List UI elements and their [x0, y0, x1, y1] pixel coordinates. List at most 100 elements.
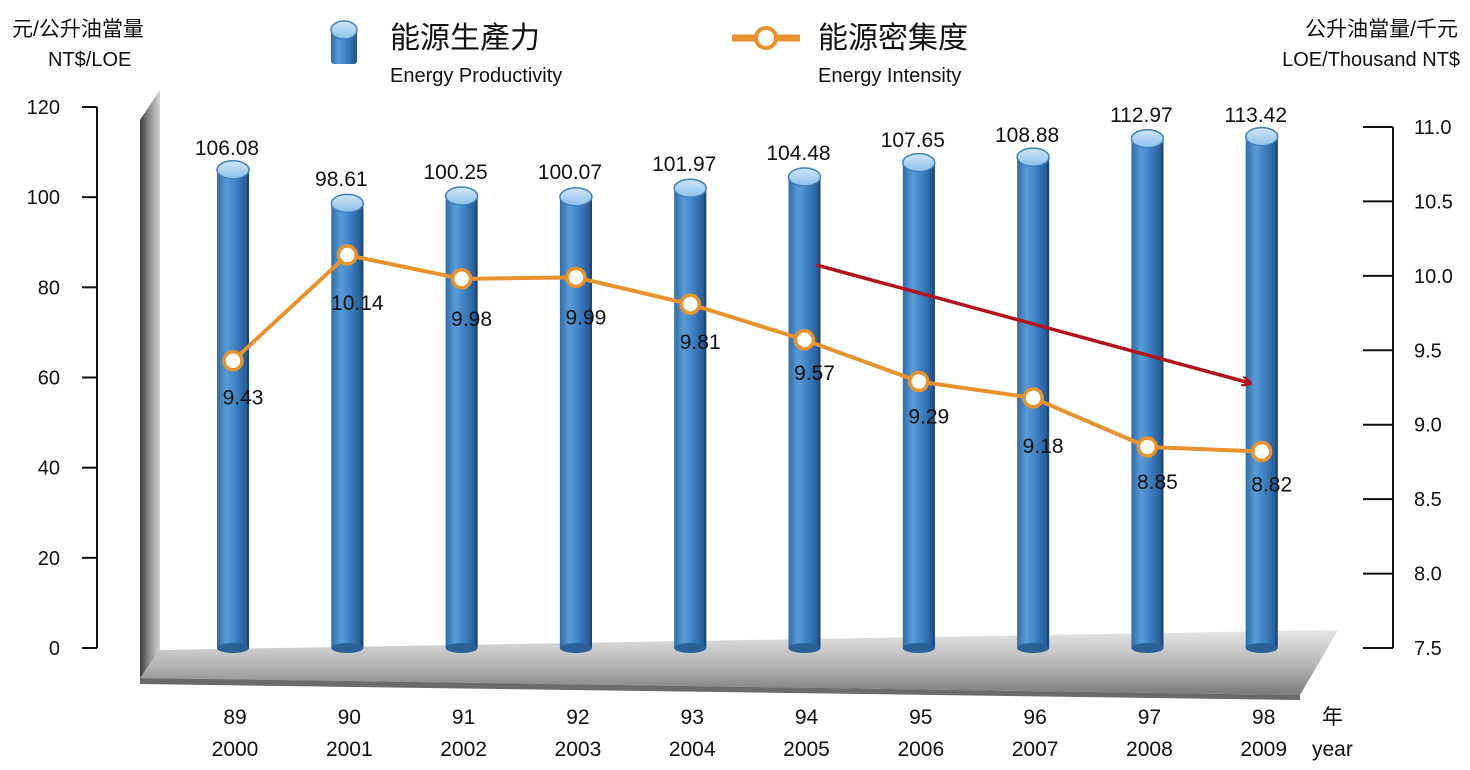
x-label-ad: 2000: [212, 738, 259, 761]
line-value-label: 9.57: [794, 362, 835, 385]
line-point: [1022, 387, 1044, 409]
left-tick-label: 100: [27, 187, 60, 209]
line-value-label: 9.81: [680, 331, 721, 354]
x-unit-en: year: [1312, 738, 1353, 761]
left-tick-label: 40: [38, 458, 60, 480]
bar-value-label: 100.07: [538, 161, 602, 184]
x-label-roc: 94: [795, 706, 819, 729]
left-tick-label: 120: [27, 97, 60, 119]
left-tick-label: 60: [38, 368, 60, 390]
line-value-label: 9.43: [223, 387, 264, 410]
bar-value-label: 108.88: [995, 124, 1059, 147]
bar: [1244, 126, 1279, 653]
right-tick-label: 8.5: [1414, 489, 1442, 511]
x-label-roc: 90: [338, 706, 361, 729]
right-axis-title-en: LOE/Thousand NT$: [1282, 49, 1460, 71]
x-unit-zh: 年: [1322, 706, 1343, 729]
bar-value-label: 106.08: [195, 137, 259, 160]
x-label-ad: 2002: [440, 738, 487, 761]
right-tick-label: 9.5: [1414, 340, 1442, 362]
line-point: [1250, 440, 1273, 463]
trend-arrow: [816, 263, 1250, 383]
line-value-label: 9.99: [565, 306, 606, 329]
x-label-ad: 2009: [1240, 738, 1287, 761]
legend-line-label-zh: 能源密集度: [818, 22, 968, 55]
x-label-roc: 92: [566, 706, 589, 729]
x-label-ad: 2006: [897, 738, 944, 761]
line-value-label: 9.98: [451, 308, 492, 331]
line-point: [222, 349, 244, 372]
x-label-ad: 2008: [1126, 738, 1173, 761]
bar: [559, 187, 593, 653]
line-value-label: 8.85: [1137, 471, 1178, 494]
line-point: [336, 244, 359, 266]
line-value-label: 9.18: [1023, 435, 1064, 458]
x-label-roc: 98: [1252, 706, 1275, 729]
right-axis-title-zh: 公升油當量/千元: [1305, 18, 1458, 41]
x-label-ad: 2005: [783, 738, 830, 761]
left-axis-title-zh: 元/公升油當量: [12, 18, 144, 41]
trend-arrow-group: [816, 263, 1250, 383]
bar: [673, 178, 707, 653]
line-point: [793, 329, 816, 351]
line-value-label: 9.29: [908, 406, 949, 429]
legend-bar-label-en: Energy Productivity: [390, 65, 562, 87]
bar-series: [216, 126, 1279, 653]
right-axis-ticks: 7.5 8.0 8.5 9.0 9.5 10.0 10.5 11.0: [1363, 117, 1453, 660]
floor-edge: [140, 678, 1300, 700]
bar-value-label: 100.25: [423, 161, 487, 184]
x-label-ad: 2007: [1012, 738, 1059, 761]
right-tick-label: 7.5: [1414, 638, 1442, 660]
legend-line-label-en: Energy Intensity: [818, 65, 961, 87]
left-axis-title-en: NT$/LOE: [48, 49, 131, 71]
bar-value-label: 104.48: [766, 142, 830, 165]
line-point: [450, 268, 473, 290]
x-axis-labels: 89 2000 90 2001 91 2002 92 2003 93 2004 94 2005 95 20…: [212, 706, 1287, 761]
bar: [787, 167, 822, 653]
bar: [444, 186, 479, 653]
x-label-roc: 95: [909, 706, 932, 729]
bar: [902, 152, 936, 653]
left-tick-label: 20: [38, 548, 60, 570]
legend-bar-label-zh: 能源生產力: [390, 22, 540, 55]
line-point: [565, 266, 587, 289]
right-tick-label: 10.0: [1414, 266, 1453, 288]
bar: [1130, 128, 1165, 653]
bar-value-label: 112.97: [1110, 104, 1173, 127]
x-label-ad: 2001: [326, 738, 373, 761]
legend-bar-swatch: [330, 20, 358, 64]
x-label-roc: 93: [681, 706, 704, 729]
line-point: [1136, 436, 1159, 458]
bar: [216, 160, 250, 653]
back-wall: [140, 90, 160, 678]
bar-value-label: 113.42: [1224, 104, 1287, 127]
line-series: [222, 244, 1273, 463]
bar-value-label: 107.65: [881, 129, 945, 152]
x-label-roc: 91: [452, 706, 475, 729]
line-path: [231, 253, 1262, 454]
line-point: [679, 293, 701, 315]
line-value-labels: 9.43 10.14 9.98 9.99 9.81 9.57 9.29 9.18 8.85 8.8…: [223, 292, 1293, 496]
x-label-roc: 96: [1023, 706, 1046, 729]
right-tick-label: 11.0: [1414, 117, 1451, 139]
legend: 能源生產力 Energy Productivity 能源密集度 Energy I…: [330, 20, 968, 87]
bar-value-label: 98.61: [315, 168, 368, 191]
line-point: [908, 370, 930, 393]
left-tick-label: 0: [49, 638, 60, 660]
right-tick-label: 10.5: [1414, 191, 1453, 213]
x-label-ad: 2003: [555, 738, 602, 761]
line-value-label: 8.82: [1251, 474, 1292, 497]
x-label-roc: 89: [223, 706, 246, 729]
x-label-roc: 97: [1138, 706, 1161, 729]
bar: [330, 193, 365, 653]
left-axis-ticks: 0 20 40 60 80 100 120: [27, 97, 97, 660]
bar-value-labels: 106.08 98.61 100.25 100.07 101.97 104.48 107.6…: [195, 104, 1287, 191]
left-tick-label: 80: [38, 277, 60, 299]
right-tick-label: 8.0: [1414, 564, 1442, 586]
legend-line-swatch: [732, 26, 800, 50]
line-value-label: 10.14: [331, 292, 384, 315]
right-tick-label: 9.0: [1414, 415, 1442, 437]
x-label-ad: 2004: [669, 738, 716, 761]
